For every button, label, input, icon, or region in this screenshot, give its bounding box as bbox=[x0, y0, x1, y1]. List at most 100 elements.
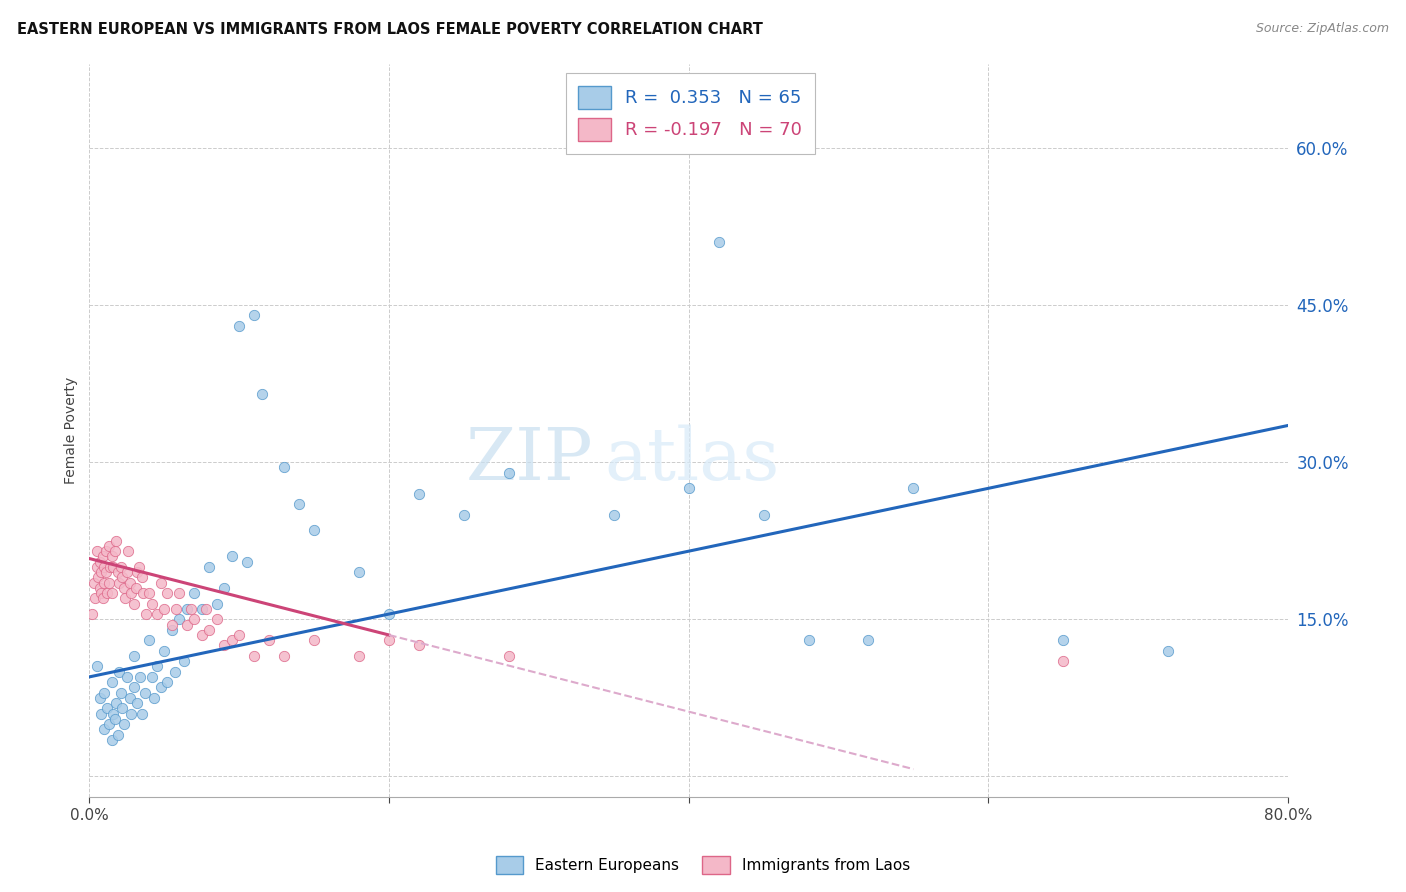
Point bbox=[212, 639, 235, 653]
Point bbox=[273, 648, 295, 663]
Point bbox=[87, 570, 110, 584]
Point bbox=[101, 732, 124, 747]
Point bbox=[408, 486, 430, 500]
Point bbox=[173, 654, 195, 668]
Point bbox=[347, 648, 370, 663]
Text: EASTERN EUROPEAN VS IMMIGRANTS FROM LAOS FEMALE POVERTY CORRELATION CHART: EASTERN EUROPEAN VS IMMIGRANTS FROM LAOS… bbox=[17, 22, 762, 37]
Point bbox=[378, 633, 401, 648]
Point bbox=[86, 560, 108, 574]
Point bbox=[101, 549, 124, 564]
Point bbox=[97, 575, 120, 590]
Point bbox=[498, 466, 520, 480]
Point bbox=[97, 539, 120, 553]
Point bbox=[125, 581, 148, 595]
Point bbox=[141, 597, 163, 611]
Point bbox=[160, 617, 183, 632]
Point bbox=[101, 675, 124, 690]
Point bbox=[150, 681, 173, 695]
Point bbox=[84, 591, 107, 606]
Point bbox=[90, 565, 112, 579]
Point bbox=[120, 586, 142, 600]
Point bbox=[145, 659, 167, 673]
Point bbox=[114, 591, 136, 606]
Point bbox=[288, 497, 311, 511]
Point bbox=[90, 586, 112, 600]
Point bbox=[205, 612, 228, 626]
Point bbox=[104, 544, 127, 558]
Point bbox=[235, 555, 257, 569]
Text: Source: ZipAtlas.com: Source: ZipAtlas.com bbox=[1256, 22, 1389, 36]
Point bbox=[89, 581, 111, 595]
Point bbox=[212, 581, 235, 595]
Point bbox=[104, 712, 127, 726]
Point bbox=[156, 586, 179, 600]
Point bbox=[142, 690, 165, 705]
Point bbox=[134, 685, 156, 699]
Point bbox=[89, 690, 111, 705]
Point bbox=[97, 717, 120, 731]
Point bbox=[132, 586, 155, 600]
Point bbox=[110, 560, 132, 574]
Point bbox=[86, 544, 108, 558]
Point bbox=[112, 717, 135, 731]
Point bbox=[108, 575, 131, 590]
Point bbox=[273, 460, 295, 475]
Point bbox=[111, 701, 134, 715]
Point bbox=[96, 586, 118, 600]
Point bbox=[131, 570, 153, 584]
Point bbox=[163, 665, 186, 679]
Point bbox=[167, 612, 190, 626]
Point bbox=[105, 696, 128, 710]
Point bbox=[347, 565, 370, 579]
Point bbox=[378, 607, 401, 621]
Point bbox=[156, 675, 179, 690]
Point bbox=[603, 508, 626, 522]
Point bbox=[118, 690, 141, 705]
Point bbox=[101, 586, 124, 600]
Point bbox=[167, 586, 190, 600]
Point bbox=[243, 309, 266, 323]
Point bbox=[165, 602, 187, 616]
Point bbox=[94, 544, 117, 558]
Point bbox=[89, 555, 111, 569]
Point bbox=[498, 648, 520, 663]
Point bbox=[180, 602, 202, 616]
Legend: R =  0.353   N = 65, R = -0.197   N = 70: R = 0.353 N = 65, R = -0.197 N = 70 bbox=[565, 73, 815, 153]
Point bbox=[195, 602, 218, 616]
Point bbox=[115, 670, 138, 684]
Point bbox=[93, 560, 115, 574]
Point bbox=[243, 648, 266, 663]
Point bbox=[111, 570, 134, 584]
Point bbox=[93, 685, 115, 699]
Point bbox=[153, 602, 176, 616]
Text: atlas: atlas bbox=[605, 425, 780, 495]
Point bbox=[153, 643, 176, 657]
Point bbox=[198, 623, 221, 637]
Point bbox=[198, 560, 221, 574]
Point bbox=[176, 602, 198, 616]
Point bbox=[707, 235, 730, 249]
Point bbox=[408, 639, 430, 653]
Point bbox=[122, 597, 145, 611]
Point bbox=[117, 544, 139, 558]
Point bbox=[108, 665, 131, 679]
Point bbox=[91, 591, 114, 606]
Point bbox=[205, 597, 228, 611]
Point bbox=[250, 387, 273, 401]
Point bbox=[120, 706, 142, 721]
Point bbox=[105, 533, 128, 548]
Point bbox=[110, 685, 132, 699]
Point bbox=[83, 575, 105, 590]
Point bbox=[302, 633, 325, 648]
Point bbox=[127, 696, 149, 710]
Point bbox=[228, 628, 250, 642]
Point bbox=[131, 706, 153, 721]
Point bbox=[752, 508, 775, 522]
Point bbox=[103, 560, 125, 574]
Point bbox=[678, 481, 700, 495]
Point bbox=[82, 607, 104, 621]
Point bbox=[98, 560, 121, 574]
Point bbox=[103, 706, 125, 721]
Point bbox=[221, 633, 243, 648]
Point bbox=[90, 706, 112, 721]
